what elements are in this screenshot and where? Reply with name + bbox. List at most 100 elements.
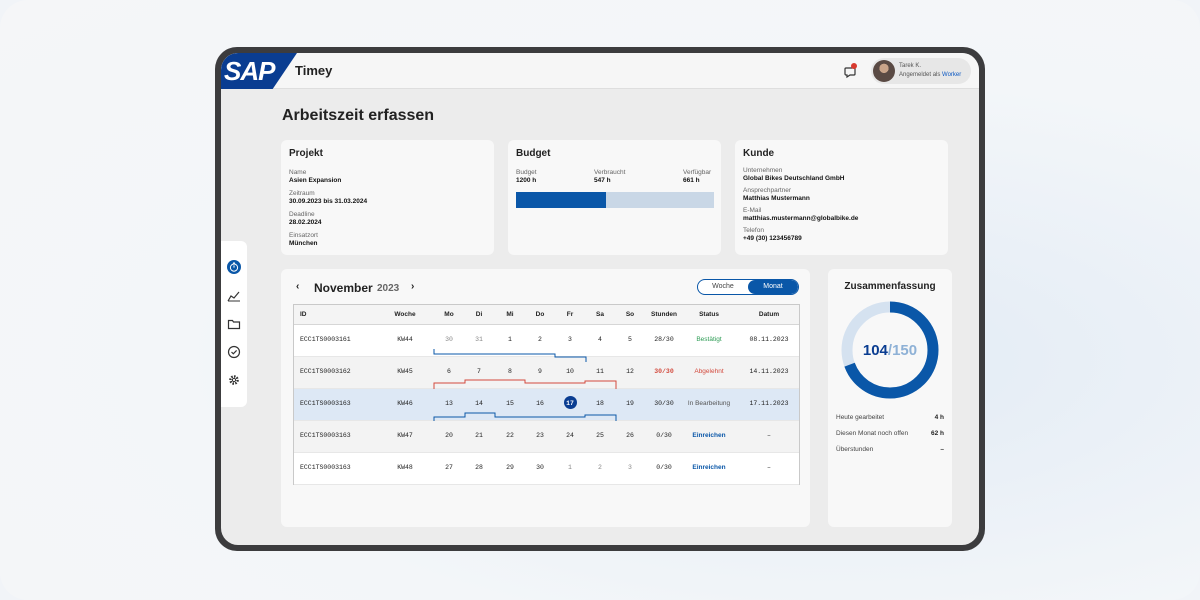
day-cell: 5 <box>628 336 632 343</box>
day-cell: 21 <box>475 432 483 439</box>
budget-value: 1200 h <box>516 177 537 184</box>
chart-icon[interactable] <box>227 289 241 303</box>
hours-donut-arc <box>841 301 939 399</box>
row-status[interactable]: Einreichen <box>692 464 726 471</box>
customer-title: Kunde <box>743 148 775 159</box>
view-week-option[interactable]: Woche <box>712 283 734 290</box>
hours-donut <box>841 301 939 399</box>
year-label: 2023 <box>377 283 400 294</box>
row-id: ECC1TS0003161 <box>300 336 351 343</box>
timesheet-card: ‹ November 2023 › Woche Monat ID Woche M… <box>281 269 810 527</box>
row-hours: 0/30 <box>656 464 672 471</box>
user-role: Angemeldet als Worker <box>899 72 962 78</box>
budget-progress-bar <box>516 192 714 208</box>
prev-month-button[interactable]: ‹ <box>296 281 300 292</box>
row-id: ECC1TS0003163 <box>300 400 351 407</box>
gear-icon[interactable] <box>227 373 241 387</box>
used-value: 547 h <box>594 177 611 184</box>
table-header: ID Woche Mo Di Mi Do Fr Sa So Stunden St… <box>294 305 799 325</box>
col-so: So <box>625 311 635 318</box>
email-value[interactable]: matthias.mustermann@globalbike.de <box>743 215 859 222</box>
page-title: Arbeitszeit erfassen <box>282 107 435 124</box>
stopwatch-icon[interactable] <box>227 260 241 274</box>
row-week: KW48 <box>397 464 413 471</box>
app-title: Timey <box>295 63 333 78</box>
available-value: 661 h <box>683 177 700 184</box>
row-hours: 30/30 <box>654 400 674 407</box>
table-row[interactable]: ECC1TS0003161 KW44 30 31 1 2 3 4 5 28/30 Bestätigt… <box>294 325 799 357</box>
sap-logo: SAP <box>221 53 297 89</box>
tablet-frame: SAP Timey Tarek K. Angemeldet als Worker… <box>215 47 985 551</box>
overtime-value: – <box>940 446 944 453</box>
row-id: ECC1TS0003163 <box>300 464 351 471</box>
month-label: November <box>314 281 373 295</box>
col-do: Do <box>535 311 545 318</box>
app-header: SAP Timey Tarek K. Angemeldet als Worker <box>221 53 979 89</box>
next-month-button[interactable]: › <box>411 281 415 292</box>
day-cell: 27 <box>445 464 453 471</box>
row-id: ECC1TS0003163 <box>300 432 351 439</box>
row-status: Bestätigt <box>696 336 722 343</box>
company-label: Unternehmen <box>743 167 783 174</box>
col-mi: Mi <box>506 311 514 318</box>
summary-card: Zusammenfassung 104/150 Heute gearbeitet… <box>828 269 952 527</box>
day-cell: 15 <box>506 400 514 407</box>
view-toggle: Woche Monat <box>697 279 799 295</box>
app-screen: SAP Timey Tarek K. Angemeldet als Worker… <box>221 53 979 545</box>
day-cell: 30 <box>536 464 544 471</box>
day-cell: 28 <box>475 464 483 471</box>
view-month-option[interactable]: Monat <box>748 280 798 294</box>
row-status[interactable]: Einreichen <box>692 432 726 439</box>
project-card: Projekt Name Asien Expansion Zeitraum 30… <box>281 140 494 255</box>
day-cell: 30 <box>445 336 453 343</box>
folder-icon[interactable] <box>227 317 241 331</box>
table-row[interactable]: ECC1TS0003163 KW48 27 28 29 30 1 2 3 0/30 Einreich… <box>294 453 799 485</box>
contact-label: Ansprechpartner <box>743 187 792 194</box>
project-name-label: Name <box>289 169 307 176</box>
row-date: 08.11.2023 <box>749 336 789 343</box>
table-row[interactable]: ECC1TS0003162 KW45 6 7 8 9 10 11 12 30/30 Abgelehn… <box>294 357 799 389</box>
row-status: In Bearbeitung <box>687 400 731 407</box>
col-week: Woche <box>394 311 416 318</box>
table-row[interactable]: ECC1TS0003163 KW47 20 21 22 23 24 25 26 0/30 Einre… <box>294 421 799 453</box>
phone-label: Telefon <box>743 227 764 234</box>
project-period-label: Zeitraum <box>289 190 315 197</box>
overtime-label: Überstunden <box>836 446 874 453</box>
side-toolbar <box>221 241 247 407</box>
project-deadline-label: Deadline <box>289 211 315 218</box>
day-cell: 4 <box>598 336 602 343</box>
phone-value: +49 (30) 123456789 <box>743 235 802 242</box>
col-di: Di <box>475 311 483 318</box>
budget-progress-fill <box>516 192 607 208</box>
hours-ratio: 104/150 <box>862 342 918 359</box>
user-menu[interactable]: Tarek K. Angemeldet als Worker <box>871 58 971 84</box>
day-cell: 29 <box>506 464 514 471</box>
project-title: Projekt <box>289 148 323 159</box>
day-cell: 3 <box>628 464 632 471</box>
notification-badge <box>851 63 857 69</box>
row-date: 14.11.2023 <box>749 368 789 375</box>
project-location-label: Einsatzort <box>289 232 318 239</box>
row-hours: 0/30 <box>656 432 672 439</box>
used-label: Verbraucht <box>594 169 626 176</box>
row-date: 17.11.2023 <box>749 400 789 407</box>
today-value: 4 h <box>934 414 944 421</box>
day-cell: 31 <box>475 336 483 343</box>
check-circle-icon[interactable] <box>227 345 241 359</box>
day-cell: 3 <box>568 336 572 343</box>
day-cell: 24 <box>566 432 574 439</box>
day-cell: 8 <box>508 368 512 375</box>
day-cell: 13 <box>445 400 453 407</box>
day-cell: 6 <box>447 368 451 375</box>
day-cell: 22 <box>506 432 514 439</box>
row-status: Abgelehnt <box>694 368 724 375</box>
day-cell: 14 <box>475 400 483 407</box>
day-cell: 2 <box>598 464 602 471</box>
table-row[interactable]: ECC1TS0003163 KW46 13 14 15 16 17 18 19 30/30 In B… <box>294 389 799 421</box>
row-week: KW45 <box>397 368 413 375</box>
today-marker <box>563 396 577 409</box>
available-label: Verfügbar <box>683 169 712 176</box>
budget-title: Budget <box>516 148 551 159</box>
row-hours: 30/30 <box>654 368 674 375</box>
project-deadline: 28.02.2024 <box>289 219 322 226</box>
